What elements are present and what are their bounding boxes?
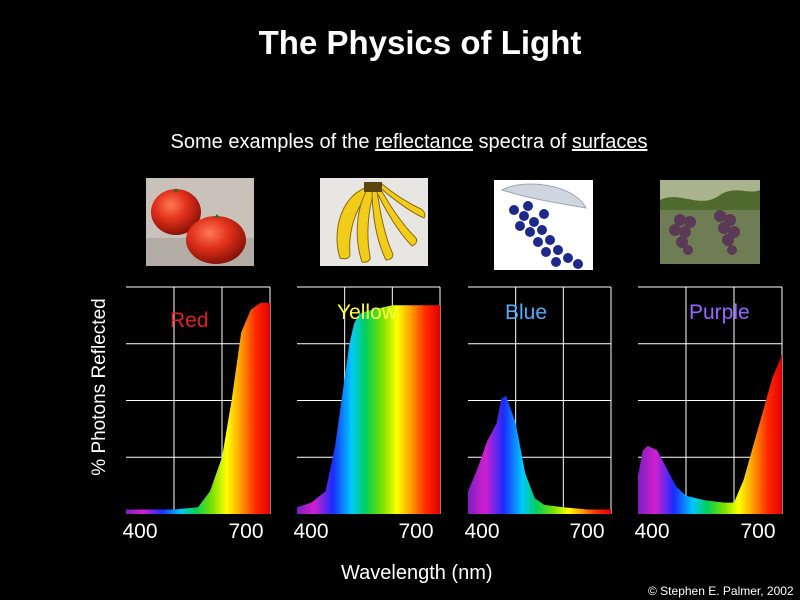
series-label-blue: Blue [505,301,547,324]
x-tick-label: 700 [740,520,775,543]
series-label-purple: Purple [689,301,750,324]
bananas-image [320,178,428,266]
reflectance-area-blue [468,396,611,514]
panel-blue: Blue 400 700 [464,286,612,543]
subtitle-prefix: Some examples of the [170,131,376,153]
subtitle-middle: spectra of [472,131,572,153]
x-tick-label: 400 [293,520,328,543]
grapes-image [660,180,760,264]
x-tick-label: 400 [464,520,499,543]
reflectance-area-purple [638,355,782,514]
x-axis-label: Wavelength (nm) [341,562,493,584]
series-label-yellow: Yellow [337,301,398,324]
panel-red: Red 400 700 [122,286,271,543]
series-label-red: Red [170,309,209,332]
x-tick-label: 700 [398,520,433,543]
reflectance-area-yellow [297,305,440,514]
panel-purple: Purple 400 700 [634,286,783,543]
credit: © Stephen E. Palmer, 2002 [648,584,794,598]
subtitle-link-surfaces: surfaces [571,131,648,153]
x-tick-label: 700 [569,520,604,543]
tomatoes-image [146,178,254,266]
subtitle-link-reflectance: reflectance [375,131,473,153]
x-tick-label: 400 [634,520,669,543]
page-title: The Physics of Light [258,24,582,61]
reflectance-area-red [126,302,270,514]
blueberries-image [494,180,593,270]
x-tick-label: 400 [122,520,157,543]
panel-yellow: Yellow 400 700 [293,286,441,543]
subtitle: Some examples of the reflectance spectra… [0,131,800,154]
x-tick-label: 700 [228,520,263,543]
